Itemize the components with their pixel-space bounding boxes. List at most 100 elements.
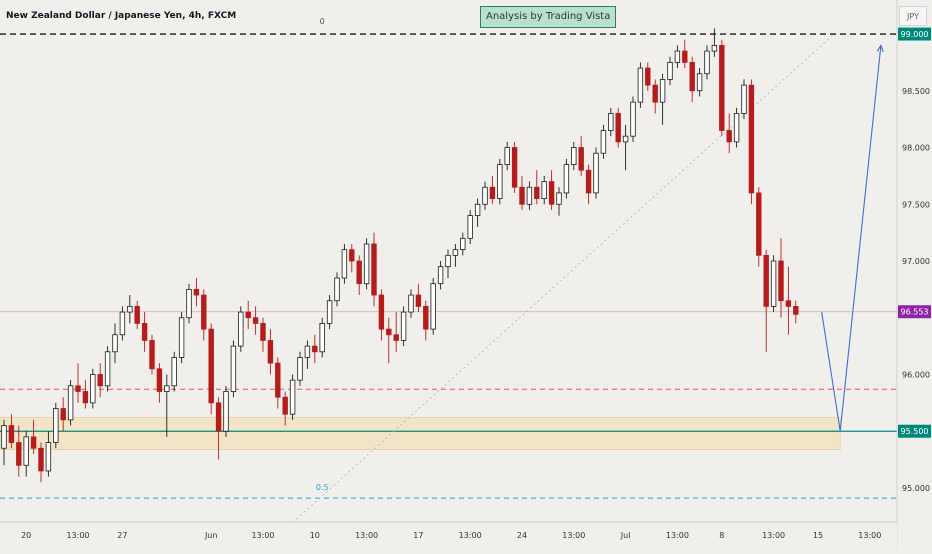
candle bbox=[571, 141, 577, 171]
candle bbox=[134, 300, 140, 330]
candle bbox=[793, 300, 799, 324]
candle-body bbox=[23, 436, 29, 466]
candle bbox=[696, 68, 703, 97]
candle bbox=[682, 39, 688, 69]
candle bbox=[541, 175, 547, 205]
candle-body bbox=[748, 84, 755, 194]
time-tick-label: 27 bbox=[117, 531, 127, 540]
candle bbox=[689, 56, 695, 103]
price-tag-support: 95.500 bbox=[901, 427, 929, 436]
candle-body bbox=[134, 305, 140, 324]
price-axis-background bbox=[897, 0, 932, 550]
candle-body bbox=[578, 147, 584, 171]
candle-body bbox=[297, 357, 303, 381]
candles-layer bbox=[1, 28, 799, 483]
candle bbox=[711, 28, 718, 57]
price-tick-label: 98.000 bbox=[902, 144, 930, 153]
candle bbox=[489, 175, 496, 205]
candle-body bbox=[763, 254, 769, 307]
candle-body bbox=[674, 50, 681, 63]
candle bbox=[30, 419, 37, 454]
candle-body bbox=[615, 113, 621, 143]
candle-body bbox=[637, 67, 644, 103]
candle-body bbox=[312, 345, 318, 353]
candle-body bbox=[82, 391, 89, 404]
candle-body bbox=[719, 44, 725, 131]
candle bbox=[467, 209, 473, 244]
candle-body bbox=[415, 294, 422, 307]
candle-body bbox=[770, 260, 777, 307]
candle bbox=[97, 363, 103, 398]
candle-body bbox=[275, 362, 281, 398]
candle-body bbox=[741, 84, 747, 114]
candle bbox=[53, 402, 59, 449]
projection-path bbox=[821, 45, 882, 432]
candle bbox=[719, 39, 725, 137]
candle-body bbox=[378, 294, 385, 330]
candle-body bbox=[593, 152, 599, 194]
time-tick-label: 13:00 bbox=[858, 531, 881, 540]
candle bbox=[778, 238, 784, 318]
candle bbox=[334, 272, 340, 307]
candle-body bbox=[178, 317, 185, 358]
candle bbox=[378, 289, 385, 341]
candle-body bbox=[556, 192, 562, 205]
candle-body bbox=[341, 249, 348, 279]
candle-body bbox=[193, 288, 200, 296]
time-tick-label: 15 bbox=[813, 531, 823, 540]
price-tick-label: 97.000 bbox=[902, 257, 930, 266]
time-tick-label: Jun bbox=[204, 531, 218, 540]
candle-body bbox=[793, 305, 799, 315]
candle-body bbox=[215, 402, 222, 432]
price-tag-current: 96.553 bbox=[901, 308, 929, 317]
candle bbox=[304, 340, 311, 369]
time-tick-label: 13:00 bbox=[562, 531, 585, 540]
candle-body bbox=[104, 351, 111, 387]
candle-body bbox=[319, 323, 325, 353]
candle-body bbox=[600, 130, 607, 154]
candle-body bbox=[704, 50, 710, 75]
candle-body bbox=[67, 385, 74, 421]
candle bbox=[733, 107, 740, 148]
candle-body bbox=[38, 447, 44, 472]
price-tag-support-bg bbox=[898, 424, 931, 438]
candle-body bbox=[682, 50, 688, 63]
candle-body bbox=[452, 249, 459, 256]
candle bbox=[341, 243, 348, 284]
candle bbox=[504, 141, 510, 171]
candle bbox=[511, 141, 518, 193]
candle bbox=[252, 306, 259, 335]
candle bbox=[578, 136, 584, 176]
currency-button[interactable]: JPY bbox=[899, 6, 927, 26]
candle-body bbox=[778, 260, 784, 302]
candle-body bbox=[689, 62, 695, 92]
candle-body bbox=[519, 186, 525, 205]
candle-body bbox=[526, 186, 533, 205]
candle bbox=[415, 283, 422, 313]
candle-body bbox=[400, 311, 407, 341]
projection-layer bbox=[821, 44, 884, 432]
candle-body bbox=[726, 130, 732, 143]
candle-body bbox=[585, 169, 592, 194]
candle-body bbox=[511, 147, 518, 188]
candle bbox=[563, 158, 570, 199]
candle bbox=[312, 334, 318, 364]
candle bbox=[386, 317, 392, 364]
candle-body bbox=[548, 181, 555, 205]
candle-body bbox=[282, 396, 288, 415]
candle bbox=[659, 73, 666, 125]
candle bbox=[615, 107, 621, 148]
candle bbox=[548, 170, 555, 210]
candle bbox=[164, 374, 170, 437]
candle bbox=[67, 380, 74, 426]
candle-body bbox=[504, 147, 510, 165]
candle bbox=[238, 306, 244, 352]
price-tick-label: 95.000 bbox=[902, 484, 930, 493]
candle bbox=[127, 295, 133, 324]
candle bbox=[674, 45, 681, 69]
candle bbox=[430, 278, 436, 335]
candle bbox=[526, 181, 533, 210]
